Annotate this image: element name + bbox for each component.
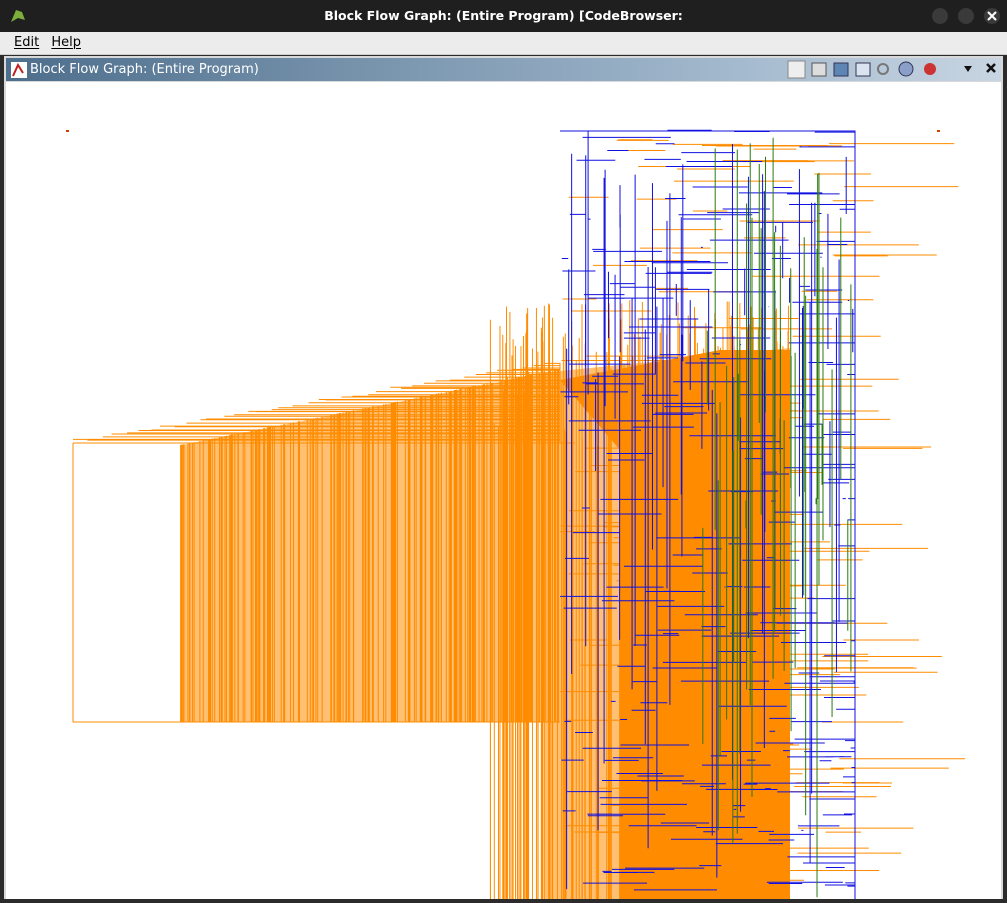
flow-edges xyxy=(702,137,852,898)
menu-item[interactable]: Edit xyxy=(14,35,40,50)
menu-item[interactable]: Help xyxy=(51,35,81,50)
toolbar[interactable] xyxy=(786,59,1001,80)
graph-panel: Block Flow Graph: (Entire Program) xyxy=(4,56,1003,899)
panel-title: Block Flow Graph: (Entire Program) xyxy=(30,62,259,77)
node xyxy=(66,130,69,132)
window-title: Block Flow Graph: (Entire Program) [Code… xyxy=(0,0,1007,55)
graph-canvas xyxy=(6,82,1001,899)
panel-icon xyxy=(11,62,27,78)
panel-header: Block Flow Graph: (Entire Program) xyxy=(6,58,1001,81)
app-icon xyxy=(11,10,25,22)
menu-bar: Edit Help xyxy=(0,32,1007,55)
node xyxy=(937,130,940,132)
graph-drawing xyxy=(66,129,966,899)
window-controls[interactable] xyxy=(930,6,1002,26)
